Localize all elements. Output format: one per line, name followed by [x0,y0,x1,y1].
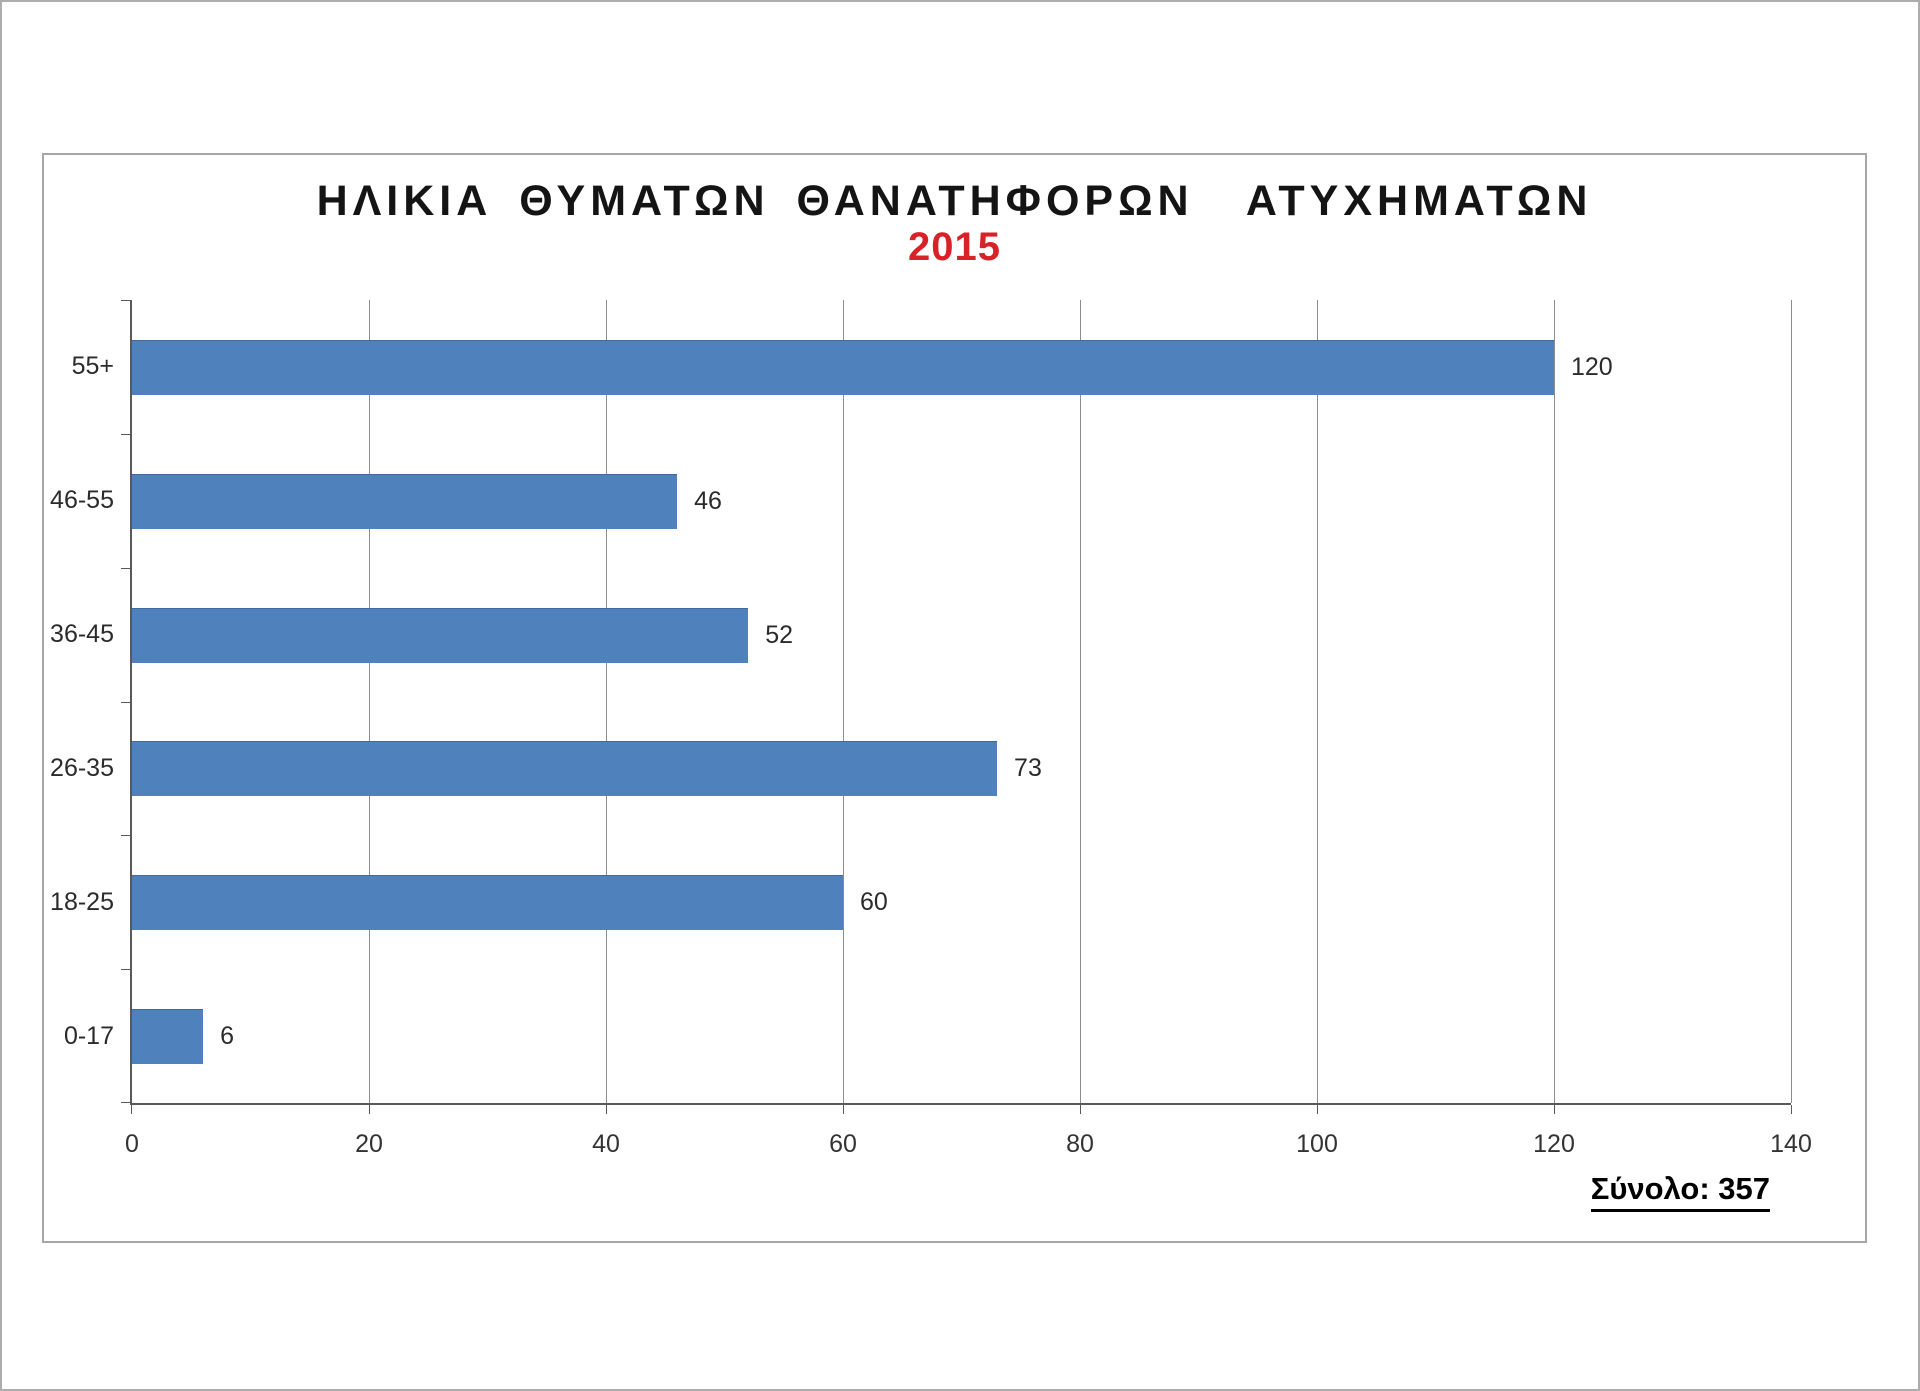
plot-area: 0 20 40 60 80 100 120 140 120 55+ 46 46-55 52 36-45 73… [50,300,1812,1158]
bar [132,473,678,529]
bar-value-label: 46 [694,486,722,515]
x-tick-mark [1790,1105,1792,1114]
x-tick-label: 120 [1533,1130,1575,1158]
gridline [842,300,844,1103]
bar-value-label: 60 [860,888,888,917]
category-label: 18-25 [50,887,114,916]
category-label: 46-55 [50,486,114,515]
x-tick-label: 140 [1770,1130,1812,1158]
x-tick-label: 40 [592,1130,620,1158]
x-tick-label: 80 [1066,1130,1094,1158]
y-tick-mark [121,1102,130,1103]
y-tick-mark [121,835,130,836]
category-label: 36-45 [50,620,114,649]
x-tick-mark [1316,1105,1318,1114]
gridline [1079,300,1081,1103]
x-tick-mark [605,1105,607,1114]
x-tick-mark [1079,1105,1081,1114]
bar [132,875,843,931]
gridline [1316,300,1318,1103]
x-tick-mark [1553,1105,1555,1114]
x-tick-label: 20 [355,1130,383,1158]
category-label: 26-35 [50,753,114,782]
bar [132,741,998,797]
bar [132,1009,204,1065]
x-tick-mark [368,1105,370,1114]
y-tick-mark [121,969,130,970]
gridline [1790,300,1792,1103]
bar [132,607,749,663]
y-tick-mark [121,434,130,435]
x-tick-label: 60 [829,1130,857,1158]
category-label: 55+ [71,352,114,381]
gridline [368,300,370,1103]
category-label: 0-17 [63,1021,114,1050]
chart-title: ΗΛΙΚΙΑ ΘΥΜΑΤΩΝ ΘΑΝΑΤΗΦΟΡΩΝ ΑΤΥΧΗΜΑΤΩΝ [316,177,1593,225]
y-tick-mark [121,568,130,569]
chart-subtitle: 2015 [908,225,1001,269]
x-tick-label: 0 [125,1130,139,1158]
gridline [1553,300,1555,1103]
x-tick-mark [130,1105,132,1114]
y-tick-mark [121,300,130,301]
chart-frame: ΗΛΙΚΙΑ ΘΥΜΑΤΩΝ ΘΑΝΑΤΗΦΟΡΩΝ ΑΤΥΧΗΜΑΤΩΝ 20… [42,153,1867,1243]
y-tick-mark [121,702,130,703]
bar-value-label: 73 [1014,754,1042,783]
bar-value-label: 120 [1571,352,1613,381]
total-label: Σύνολο: 357 [1590,1171,1770,1212]
x-tick-label: 100 [1296,1130,1338,1158]
bar-value-label: 52 [765,620,793,649]
gridline [605,300,607,1103]
bar [132,339,1554,395]
bar-value-label: 6 [220,1022,234,1051]
x-tick-mark [842,1105,844,1114]
